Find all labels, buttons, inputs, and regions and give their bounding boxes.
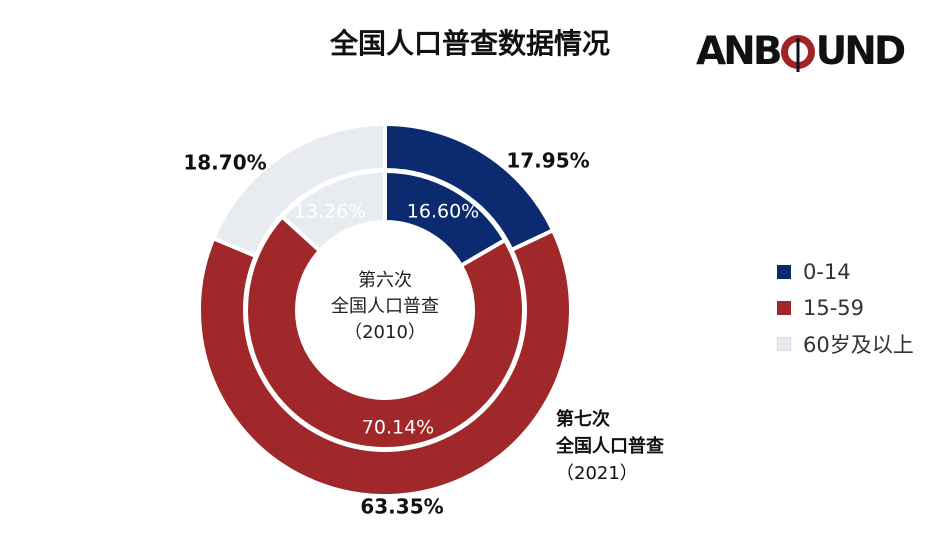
inner-data-label-15-59: 70.14% <box>362 417 434 439</box>
outer-caption-line1: 第七次 <box>556 409 610 430</box>
inner-caption-year: （2010） <box>344 322 426 343</box>
inner-caption-line1: 第六次 <box>358 270 412 291</box>
outer-caption-line2: 全国人口普查 <box>556 436 664 457</box>
outer-caption-year: （2021） <box>556 463 638 484</box>
legend-swatch-15-59 <box>777 301 791 315</box>
outer-data-label-15-59: 63.35% <box>360 495 443 519</box>
legend-label: 60岁及以上 <box>803 333 914 357</box>
legend-swatch-60-plus <box>777 337 791 351</box>
legend-item-60-plus: 60岁及以上 <box>777 326 914 362</box>
logo-text-left: ANB <box>696 28 783 74</box>
chart-legend: 0-14 15-59 60岁及以上 <box>777 254 914 362</box>
legend-label: 0-14 <box>803 260 851 284</box>
logo-power-icon <box>780 35 815 69</box>
logo-text-right: UND <box>815 28 907 74</box>
inner-ring-slice-15-59 <box>244 213 526 451</box>
inner-data-label-60-plus: 13.26% <box>294 201 366 223</box>
legend-swatch-0-14 <box>777 265 791 279</box>
chart-title: 全国人口普查数据情况 <box>329 27 610 60</box>
legend-item-0-14: 0-14 <box>777 254 914 290</box>
inner-caption-line2: 全国人口普查 <box>331 296 439 317</box>
legend-item-15-59: 15-59 <box>777 290 914 326</box>
outer-ring-caption: 第七次 全国人口普查 （2021） <box>556 406 696 487</box>
legend-label: 15-59 <box>803 296 865 320</box>
inner-ring-slice-60-plus <box>279 168 387 254</box>
inner-data-label-0-14: 16.60% <box>407 201 479 223</box>
outer-data-label-0-14: 17.95% <box>506 149 589 173</box>
inner-ring-caption: 第六次 全国人口普查 （2010） <box>300 268 470 346</box>
anbound-logo: ANB UND <box>696 28 907 74</box>
outer-data-label-60-plus: 18.70% <box>183 151 266 175</box>
